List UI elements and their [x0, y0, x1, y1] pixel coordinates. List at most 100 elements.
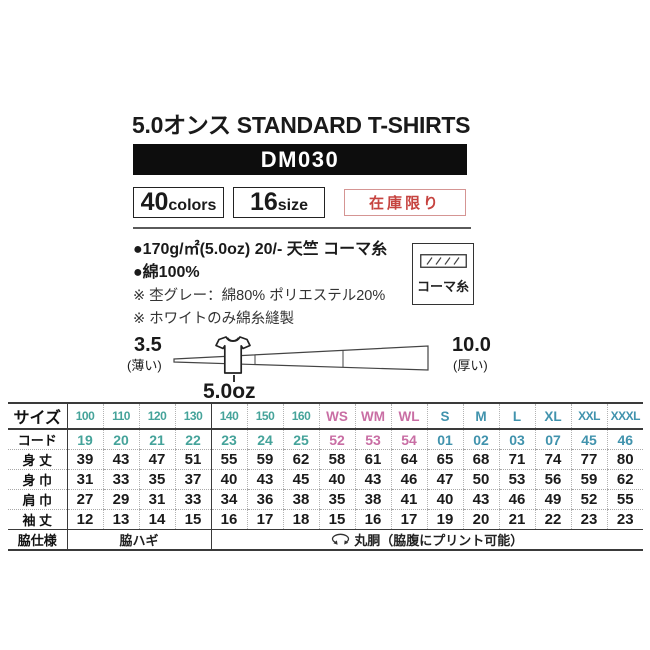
- row-label-side-spec: 脇仕様: [17, 533, 57, 548]
- thickness-marker-label: 5.0oz: [203, 380, 256, 403]
- combed-yarn-label: コーマ糸: [416, 278, 469, 294]
- cell-body_width-120: 35: [138, 469, 175, 490]
- size-table: サイズ 100 110 120 130 140 150 160 WS WM WL S M L XL XXL XX…: [8, 402, 643, 551]
- combed-yarn-box: コーマ糸: [412, 243, 474, 305]
- cell-body_length-160: 62: [282, 449, 319, 470]
- size-col-160: 160: [282, 403, 319, 430]
- side-spec-right-text: 丸胴（脇腹にプリント可能）: [354, 533, 524, 548]
- cell-code-XXL: 45: [570, 429, 607, 450]
- row-label-body_length: 身 丈: [8, 449, 67, 470]
- product-code-banner: DM030: [133, 144, 467, 175]
- size-col-140: 140: [210, 403, 247, 430]
- spec-fabric-weight: ●170g/㎡(5.0oz) 20/- 天竺 コーマ糸: [133, 241, 388, 258]
- row-label-body_width: 身 巾: [8, 469, 67, 490]
- hatch-swatch-icon: [419, 253, 467, 273]
- cell-sleeve_length-XL: 22: [534, 509, 571, 530]
- cell-body_width-130: 37: [174, 469, 211, 490]
- tshirt-icon: [214, 335, 252, 381]
- cell-body_width-WM: 43: [354, 469, 391, 490]
- cell-code-160: 25: [282, 429, 319, 450]
- cell-shoulder_width-110: 29: [102, 489, 139, 510]
- spec-list: ●170g/㎡(5.0oz) 20/- 天竺 コーマ糸 ●綿100% ※ 杢グレ…: [133, 238, 423, 330]
- cell-shoulder_width-WM: 38: [354, 489, 391, 510]
- cell-shoulder_width-XXL: 52: [570, 489, 607, 510]
- cell-body_width-L: 53: [498, 469, 535, 490]
- cell-body_width-XXXL: 62: [606, 469, 643, 490]
- size-col-110: 110: [102, 403, 139, 430]
- cell-code-WM: 53: [354, 429, 391, 450]
- cell-body_width-XL: 56: [534, 469, 571, 490]
- size-col-150: 150: [246, 403, 283, 430]
- cell-body_length-130: 51: [174, 449, 211, 470]
- cell-body_length-WL: 64: [390, 449, 427, 470]
- cell-sleeve_length-WS: 15: [318, 509, 355, 530]
- size-col-M: M: [462, 403, 499, 430]
- colors-unit: colors: [168, 197, 217, 214]
- product-code: DM030: [260, 146, 340, 172]
- cell-shoulder_width-L: 46: [498, 489, 535, 510]
- header-divider: [133, 227, 471, 229]
- thickness-max-label: (厚い): [453, 358, 488, 373]
- table-row-side-spec: 脇仕様 脇ハギ 丸胴（脇腹にプリント可能）: [8, 529, 643, 550]
- cell-shoulder_width-S: 40: [426, 489, 463, 510]
- size-col-XL: XL: [534, 403, 571, 430]
- size-badge: 16 size: [233, 187, 325, 218]
- cell-shoulder_width-XXXL: 55: [606, 489, 643, 510]
- size-col-WL: WL: [390, 403, 427, 430]
- cell-body_length-WM: 61: [354, 449, 391, 470]
- size-col-WM: WM: [354, 403, 391, 430]
- marker-tick: [233, 375, 235, 382]
- cell-shoulder_width-160: 38: [282, 489, 319, 510]
- cell-body_length-S: 65: [426, 449, 463, 470]
- size-header-row: サイズ 100 110 120 130 140 150 160 WS WM WL S M L XL XXL XX…: [8, 403, 643, 430]
- cell-body_length-WS: 58: [318, 449, 355, 470]
- cell-body_width-110: 33: [102, 469, 139, 490]
- cell-body_width-160: 45: [282, 469, 319, 490]
- size-col-130: 130: [174, 403, 211, 430]
- cell-sleeve_length-140: 16: [210, 509, 247, 530]
- size-unit: size: [277, 197, 309, 214]
- cell-code-WS: 52: [318, 429, 355, 450]
- cell-body_length-XXXL: 80: [606, 449, 643, 470]
- table-row-shoulder_width: 肩 巾 27 29 31 33 34 36 38 35 38 41 40 43 46 49 52 55: [8, 489, 643, 510]
- size-count: 16: [249, 188, 278, 216]
- cell-sleeve_length-XXXL: 23: [606, 509, 643, 530]
- cell-sleeve_length-160: 18: [282, 509, 319, 530]
- size-col-XXXL: XXXL: [606, 403, 643, 430]
- cell-sleeve_length-120: 14: [138, 509, 175, 530]
- cell-body_length-150: 59: [246, 449, 283, 470]
- colors-badge: 40 colors: [133, 187, 224, 218]
- cell-sleeve_length-130: 15: [174, 509, 211, 530]
- size-col-WS: WS: [318, 403, 355, 430]
- cell-body_width-XXL: 59: [570, 469, 607, 490]
- spec-note-white: ※ ホワイトのみ綿糸縫製: [133, 311, 295, 327]
- cell-code-XXXL: 46: [606, 429, 643, 450]
- side-spec-right: 丸胴（脇腹にプリント可能）: [210, 529, 643, 550]
- cell-body_width-WS: 40: [318, 469, 355, 490]
- cell-code-100: 19: [66, 429, 103, 450]
- row-label-sleeve_length: 袖 丈: [8, 509, 67, 530]
- page-title: 5.0オンス STANDARD T-SHIRTS: [132, 112, 471, 138]
- cell-sleeve_length-M: 20: [462, 509, 499, 530]
- cell-shoulder_width-120: 31: [138, 489, 175, 510]
- cell-body_width-WL: 46: [390, 469, 427, 490]
- spec-note-gray: ※ 杢グレー：綿80% ポリエステル20%: [133, 288, 386, 304]
- cell-code-L: 03: [498, 429, 535, 450]
- size-corner-label: サイズ: [8, 403, 67, 430]
- cell-sleeve_length-S: 19: [426, 509, 463, 530]
- cell-code-M: 02: [462, 429, 499, 450]
- cell-body_width-M: 50: [462, 469, 499, 490]
- cell-shoulder_width-M: 43: [462, 489, 499, 510]
- cell-sleeve_length-WM: 16: [354, 509, 391, 530]
- size-col-120: 120: [138, 403, 175, 430]
- cell-sleeve_length-110: 13: [102, 509, 139, 530]
- size-col-L: L: [498, 403, 535, 430]
- rotate-icon: [331, 532, 350, 548]
- cell-body_width-100: 31: [66, 469, 103, 490]
- cell-shoulder_width-XL: 49: [534, 489, 571, 510]
- size-spec-table: サイズ 100 110 120 130 140 150 160 WS WM WL S M L XL XXL XX…: [8, 402, 643, 551]
- cell-body_length-100: 39: [66, 449, 103, 470]
- cell-body_length-L: 71: [498, 449, 535, 470]
- thickness-wedge-icon: [172, 343, 430, 378]
- table-row-body_width: 身 巾 31 33 35 37 40 43 45 40 43 46 47 50 53 56 59 62: [8, 469, 643, 490]
